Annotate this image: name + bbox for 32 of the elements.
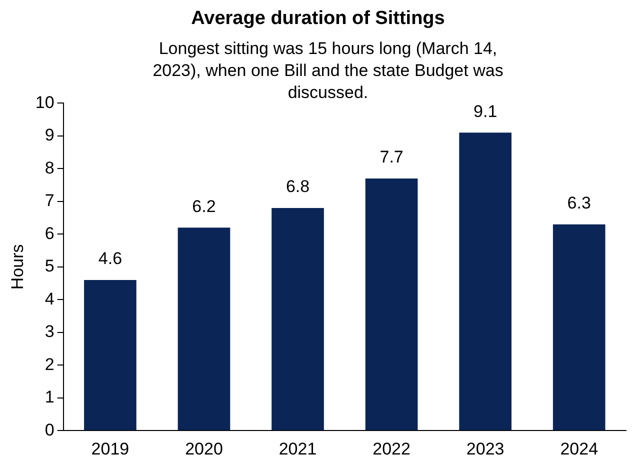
x-tick-label: 2019 [91,439,130,458]
x-tick-label: 2021 [278,439,317,458]
y-tick-label: 3 [44,322,54,342]
y-tick-label: 6 [44,224,54,243]
data-label: 6.8 [286,177,310,196]
chart-subtitle: Longest sitting was 15 hours long (March 14, 2023), when one Bill and the state Budget was discussed. [152,39,504,102]
bar [365,178,418,430]
data-label: 7.7 [380,148,404,167]
bar [459,132,512,430]
chart-title: Average duration of Sittings [190,8,446,30]
y-axis-title: Hours [8,244,27,290]
y-tick-label: 5 [44,256,54,276]
bar [552,224,606,430]
y-tick-label: 9 [44,126,54,145]
bar [178,228,230,430]
y-tick-label: 2 [44,354,54,374]
y-tick-label: 4 [44,289,54,308]
data-label: 6.3 [567,194,591,213]
y-tick-label: 0 [44,420,54,440]
y-tick-label: 1 [44,388,54,407]
x-tick-label: 2024 [560,439,598,458]
y-tick-label: 10 [35,92,54,112]
y-tick-label: 7 [44,191,54,210]
y-tick-label: 8 [44,158,54,178]
bar [84,280,136,430]
x-tick-label: 2022 [372,439,410,458]
data-label: 4.6 [98,249,122,268]
x-tick-label: 2023 [466,439,504,458]
data-label: 9.1 [474,102,498,121]
bar [272,208,324,430]
x-tick-label: 2020 [185,439,223,458]
data-label: 6.2 [192,196,216,216]
